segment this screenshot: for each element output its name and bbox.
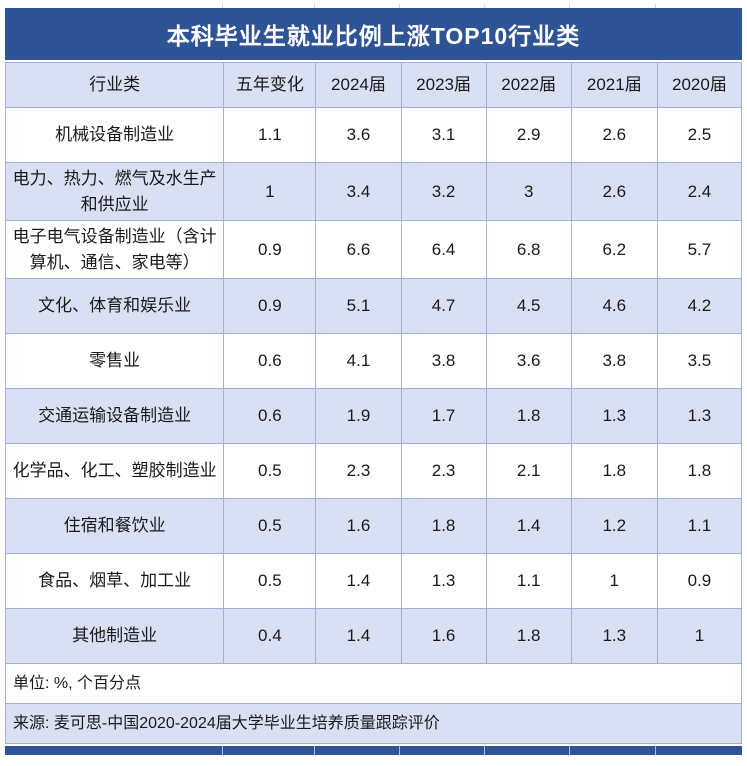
value-cell: 3.8	[570, 333, 658, 389]
source-note-row: 来源: 麦可思-中国2020-2024届大学毕业生培养质量跟踪评价	[5, 703, 742, 744]
value-cell: 1	[223, 162, 317, 221]
value-cell: 6.6	[315, 220, 402, 279]
value-cell: 4.2	[656, 278, 743, 334]
value-cell: 3.8	[400, 333, 487, 389]
value-cell: 6.4	[400, 220, 487, 279]
value-cell: 0.5	[223, 443, 317, 499]
source-note-row-text: 来源: 麦可思-中国2020-2024届大学毕业生培养质量跟踪评价	[5, 703, 742, 744]
value-cell: 1.6	[315, 498, 402, 554]
value-cell: 3.5	[656, 333, 743, 389]
industry-label: 电力、热力、燃气及水生产和供应业	[4, 162, 225, 221]
table-row: 机械设备制造业 1.1 3.6 3.1 2.9 2.6 2.5	[4, 107, 743, 163]
value-cell: 1.8	[400, 498, 487, 554]
value-cell: 6.8	[485, 220, 572, 279]
industry-table: 行业类 五年变化 2024届 2023届 2022届 2021届 2020届 机械设备制造业…	[4, 62, 743, 744]
column-header-2022届: 2022届	[485, 62, 572, 108]
value-cell: 1.3	[656, 388, 743, 444]
table-row: 化学品、化工、塑胶制造业 0.5 2.3 2.3 2.1 1.8 1.8	[4, 443, 743, 499]
value-cell: 3.4	[315, 162, 402, 221]
table-row: 交通运输设备制造业 0.6 1.9 1.7 1.8 1.3 1.3	[4, 388, 743, 444]
column-header-2020届: 2020届	[656, 62, 743, 108]
value-cell: 0.6	[223, 388, 317, 444]
table-row: 其他制造业 0.4 1.4 1.6 1.8 1.3 1	[4, 608, 743, 664]
value-cell: 1.4	[315, 553, 402, 609]
column-header-2021届: 2021届	[570, 62, 658, 108]
industry-label: 零售业	[4, 333, 225, 389]
value-cell: 1	[656, 608, 743, 664]
value-cell: 1.9	[315, 388, 402, 444]
value-cell: 2.4	[656, 162, 743, 221]
value-cell: 3.6	[315, 107, 402, 163]
value-cell: 2.6	[570, 162, 658, 221]
value-cell: 1.1	[223, 107, 317, 163]
header-row: 行业类 五年变化 2024届 2023届 2022届 2021届 2020届	[4, 62, 743, 108]
industry-label: 文化、体育和娱乐业	[4, 278, 225, 334]
industry-label: 其他制造业	[4, 608, 225, 664]
value-cell: 5.7	[656, 220, 743, 279]
value-cell: 3	[485, 162, 572, 221]
value-cell: 4.5	[485, 278, 572, 334]
value-cell: 1.2	[570, 498, 658, 554]
unit-note-row-text: 单位: %, 个百分点	[5, 663, 742, 704]
value-cell: 5.1	[315, 278, 402, 334]
column-header-2023届: 2023届	[400, 62, 487, 108]
value-cell: 4.7	[400, 278, 487, 334]
value-cell: 1.1	[485, 553, 572, 609]
value-cell: 3.6	[485, 333, 572, 389]
industry-label: 机械设备制造业	[4, 107, 225, 163]
table-row: 文化、体育和娱乐业 0.9 5.1 4.7 4.5 4.6 4.2	[4, 278, 743, 334]
value-cell: 0.5	[223, 553, 317, 609]
industry-label: 食品、烟草、加工业	[4, 553, 225, 609]
value-cell: 1	[570, 553, 658, 609]
value-cell: 2.3	[400, 443, 487, 499]
value-cell: 2.3	[315, 443, 402, 499]
value-cell: 1.1	[656, 498, 743, 554]
value-cell: 2.9	[485, 107, 572, 163]
column-header-五年变化: 五年变化	[223, 62, 317, 108]
value-cell: 2.1	[485, 443, 572, 499]
value-cell: 1.4	[315, 608, 402, 664]
table-title: 本科毕业生就业比例上涨TOP10行业类	[5, 8, 742, 60]
value-cell: 1.6	[400, 608, 487, 664]
bottom-border-strip	[5, 746, 742, 755]
value-cell: 3.2	[400, 162, 487, 221]
table-row: 零售业 0.6 4.1 3.8 3.6 3.8 3.5	[4, 333, 743, 389]
value-cell: 4.1	[315, 333, 402, 389]
industry-label: 交通运输设备制造业	[4, 388, 225, 444]
value-cell: 1.7	[400, 388, 487, 444]
table-row: 住宿和餐饮业 0.5 1.6 1.8 1.4 1.2 1.1	[4, 498, 743, 554]
value-cell: 1.8	[656, 443, 743, 499]
value-cell: 2.6	[570, 107, 658, 163]
unit-note-row: 单位: %, 个百分点	[5, 663, 742, 704]
industry-label: 化学品、化工、塑胶制造业	[4, 443, 225, 499]
industry-label: 住宿和餐饮业	[4, 498, 225, 554]
value-cell: 3.1	[400, 107, 487, 163]
value-cell: 0.9	[656, 553, 743, 609]
industry-label: 电子电气设备制造业（含计算机、通信、家电等）	[4, 220, 225, 279]
table-row: 电子电气设备制造业（含计算机、通信、家电等） 0.9 6.6 6.4 6.8 6.2 5.7	[4, 220, 743, 279]
value-cell: 1.4	[485, 498, 572, 554]
value-cell: 0.4	[223, 608, 317, 664]
value-cell: 1.8	[485, 388, 572, 444]
value-cell: 0.9	[223, 278, 317, 334]
value-cell: 6.2	[570, 220, 658, 279]
value-cell: 0.5	[223, 498, 317, 554]
table-row: 食品、烟草、加工业 0.5 1.4 1.3 1.1 1 0.9	[4, 553, 743, 609]
top-gridline-strip	[5, 4, 742, 8]
value-cell: 2.5	[656, 107, 743, 163]
value-cell: 1.8	[570, 443, 658, 499]
value-cell: 1.3	[570, 388, 658, 444]
value-cell: 0.6	[223, 333, 317, 389]
value-cell: 1.3	[570, 608, 658, 664]
column-header-industry: 行业类	[4, 62, 225, 108]
value-cell: 0.9	[223, 220, 317, 279]
value-cell: 1.3	[400, 553, 487, 609]
value-cell: 4.6	[570, 278, 658, 334]
value-cell: 1.8	[485, 608, 572, 664]
column-header-2024届: 2024届	[315, 62, 402, 108]
table-row: 电力、热力、燃气及水生产和供应业 1 3.4 3.2 3 2.6 2.4	[4, 162, 743, 221]
